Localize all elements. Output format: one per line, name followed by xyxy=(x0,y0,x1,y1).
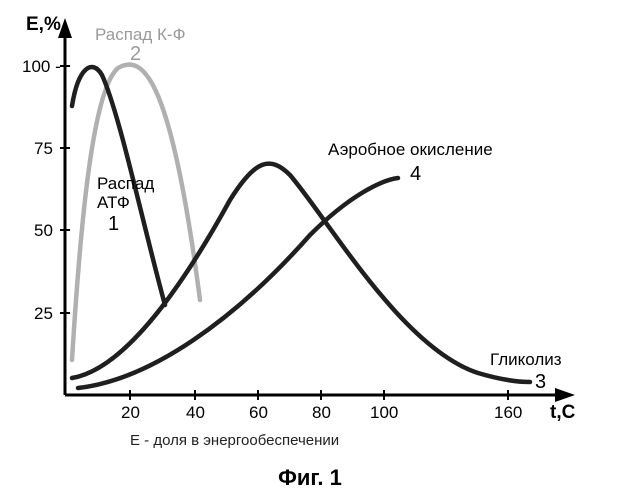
label-cp: Распад К-Ф xyxy=(95,25,186,44)
label-num-1: 1 xyxy=(108,213,119,235)
x-tick-160: 160 xyxy=(494,403,522,422)
y-tick-75: 75 xyxy=(34,139,53,158)
label-num-3: 3 xyxy=(535,371,546,393)
x-tick-60: 60 xyxy=(249,403,268,422)
curve-2-cp-breakdown xyxy=(72,65,200,360)
label-atp-2: АТФ xyxy=(97,193,130,212)
y-tick-50: 50 xyxy=(34,221,53,240)
label-glycolysis: Гликолиз xyxy=(490,350,562,369)
x-axis-title: t,C xyxy=(550,402,576,423)
energy-systems-chart: 25 50 75 100 - 20 40 60 80 100 160 E,% t… xyxy=(0,0,620,500)
x-axis-arrow xyxy=(555,388,575,402)
x-tick-100: 100 xyxy=(370,403,398,422)
chart-caption: Е - доля в энергообеспечении xyxy=(130,432,339,449)
label-num-4: 4 xyxy=(410,163,421,185)
y-tick-100: 100 - xyxy=(22,57,61,76)
x-tick-20: 20 xyxy=(121,403,140,422)
x-tick-80: 80 xyxy=(312,403,331,422)
curve-3-glycolysis xyxy=(72,164,530,382)
y-ticks: 25 50 75 100 - xyxy=(22,57,70,323)
x-tick-40: 40 xyxy=(186,403,205,422)
label-atp-1: Распад xyxy=(97,174,154,193)
label-aerobic: Аэробное окисление xyxy=(328,140,493,159)
y-axis-title: E,% xyxy=(26,14,61,35)
label-num-2: 2 xyxy=(130,43,141,65)
y-tick-25: 25 xyxy=(34,304,53,323)
figure-label: Фиг. 1 xyxy=(278,465,342,490)
